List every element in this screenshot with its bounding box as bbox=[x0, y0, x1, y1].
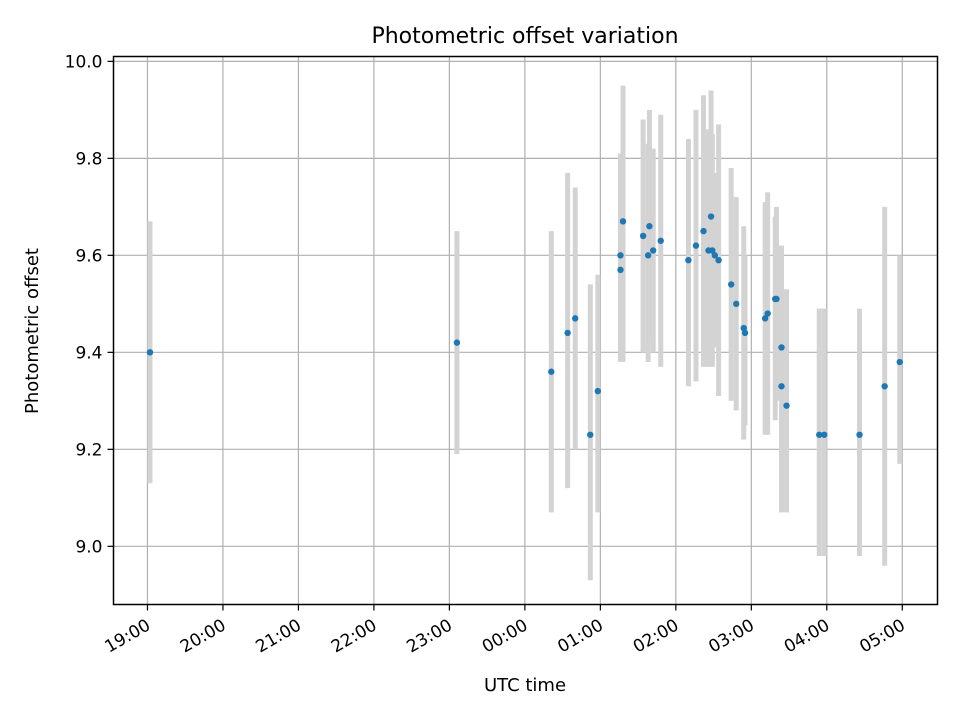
y-tick-label: 9.8 bbox=[75, 149, 102, 169]
x-tick-label: 22:00 bbox=[328, 616, 380, 658]
x-tick-label: 05:00 bbox=[856, 616, 908, 658]
y-tick-label: 10.0 bbox=[65, 52, 103, 72]
data-point bbox=[741, 329, 749, 337]
x-tick-label: 20:00 bbox=[177, 616, 229, 658]
data-point bbox=[700, 227, 707, 235]
data-point bbox=[564, 329, 571, 337]
data-point bbox=[711, 252, 719, 259]
plot-frame bbox=[112, 55, 939, 606]
data-point bbox=[548, 368, 555, 375]
x-tick-label: 01:00 bbox=[554, 616, 606, 658]
data-point bbox=[571, 315, 579, 322]
data-point bbox=[617, 266, 624, 274]
data-point bbox=[692, 242, 700, 249]
data-point bbox=[617, 252, 624, 259]
data-point bbox=[715, 256, 722, 264]
data-point bbox=[821, 431, 828, 438]
x-tick-label: 23:00 bbox=[403, 616, 455, 658]
data-point bbox=[896, 358, 903, 366]
data-point bbox=[856, 431, 863, 438]
data-point bbox=[646, 223, 653, 230]
data-points bbox=[146, 213, 903, 438]
x-tick-label: 03:00 bbox=[705, 616, 757, 658]
data-point bbox=[619, 218, 627, 225]
data-point bbox=[707, 213, 715, 220]
data-point bbox=[639, 232, 647, 240]
data-point bbox=[594, 387, 602, 395]
data-point bbox=[761, 315, 769, 322]
data-point bbox=[764, 310, 771, 317]
x-tick-label: 19:00 bbox=[102, 616, 154, 658]
data-point bbox=[778, 383, 785, 390]
data-point bbox=[649, 247, 657, 254]
data-point bbox=[881, 383, 888, 390]
data-point bbox=[778, 344, 785, 351]
data-point bbox=[727, 281, 735, 288]
y-tick-label: 9.2 bbox=[75, 440, 102, 460]
y-tick-label: 9.6 bbox=[75, 246, 102, 266]
y-tick-label: 9.0 bbox=[75, 537, 102, 557]
x-tick-label: 00:00 bbox=[479, 616, 531, 658]
data-point bbox=[783, 402, 790, 409]
y-tick-label: 9.4 bbox=[75, 343, 102, 363]
chart-title: Photometric offset variation bbox=[371, 24, 678, 49]
data-point bbox=[773, 295, 780, 303]
data-point bbox=[709, 247, 716, 254]
data-point bbox=[685, 256, 692, 264]
data-point bbox=[740, 324, 747, 332]
x-axis-label: UTC time bbox=[484, 675, 566, 696]
data-point bbox=[644, 252, 652, 259]
data-point bbox=[816, 431, 823, 438]
data-point bbox=[453, 339, 461, 346]
grid bbox=[113, 56, 938, 605]
x-tick-label: 21:00 bbox=[252, 616, 304, 658]
data-point bbox=[733, 300, 740, 308]
y-axis-label: Photometric offset bbox=[22, 248, 43, 414]
x-tick-label: 04:00 bbox=[781, 616, 833, 658]
x-tick-label: 02:00 bbox=[630, 616, 682, 658]
data-point bbox=[587, 431, 594, 438]
data-point bbox=[657, 237, 664, 244]
data-point bbox=[146, 349, 154, 356]
